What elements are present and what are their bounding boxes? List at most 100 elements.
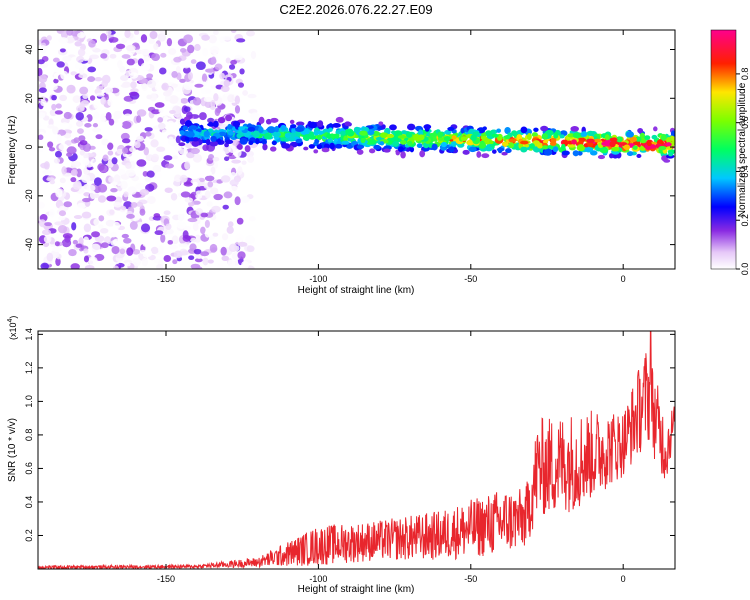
heatmap-cell — [190, 147, 200, 155]
heatmap-cell — [55, 188, 63, 198]
heatmap-cell — [484, 139, 491, 145]
heatmap-cell — [140, 48, 151, 56]
heatmap-cell — [87, 76, 96, 82]
heatmap-cell — [40, 99, 47, 107]
heatmap-cell — [541, 133, 548, 140]
heatmap-cell — [314, 138, 320, 144]
heatmap-cell — [183, 34, 194, 44]
heatmap-cell — [526, 133, 532, 141]
heatmap-cell — [88, 139, 96, 145]
heatmap-cell — [231, 159, 242, 164]
heatmap-cell — [284, 132, 292, 139]
heatmap-cell — [40, 262, 50, 269]
heatmap-cell — [113, 32, 120, 38]
heatmap-cell — [112, 221, 121, 230]
heatmap-cell — [668, 151, 674, 157]
heatmap-cell — [100, 113, 106, 123]
heatmap-cell — [639, 132, 646, 140]
heatmap-cell — [520, 140, 529, 145]
heatmap-cell — [584, 147, 594, 153]
heatmap-cell — [227, 123, 232, 130]
heatmap-cell — [150, 139, 159, 148]
heatmap-cell — [666, 142, 672, 147]
heatmap-cell — [75, 120, 84, 127]
heatmap-cell — [241, 160, 247, 165]
heatmap-cell — [110, 231, 117, 238]
heatmap-cell — [83, 192, 91, 197]
heatmap-cell — [232, 120, 241, 128]
heatmap-cell — [56, 134, 62, 143]
heatmap-cell — [77, 128, 84, 135]
heatmap-cell — [151, 109, 161, 115]
heatmap-cell — [146, 73, 154, 79]
heatmap-cell — [144, 131, 152, 137]
heatmap-cell — [572, 132, 581, 139]
heatmap-cell — [239, 68, 245, 75]
heatmap-cell — [70, 263, 80, 269]
heatmap-cell — [208, 121, 213, 127]
heatmap-cell — [51, 94, 57, 101]
heatmap-cell — [83, 248, 89, 254]
heatmap-cell — [77, 48, 86, 57]
heatmap-cell — [165, 228, 174, 235]
heatmap-cell — [244, 226, 253, 233]
heatmap-cell — [237, 166, 243, 176]
heatmap-cell — [144, 176, 152, 183]
heatmap-cell — [212, 30, 219, 36]
heatmap-cell — [192, 73, 202, 81]
heatmap-cell — [240, 196, 250, 203]
heatmap-cell — [542, 139, 548, 144]
heatmap-cell — [252, 130, 260, 138]
heatmap-cell — [92, 127, 102, 133]
heatmap-cell — [229, 179, 239, 187]
heatmap-cell — [210, 99, 216, 109]
heatmap-cell — [140, 62, 151, 72]
heatmap-cell — [451, 135, 457, 140]
heatmap-cell — [359, 130, 368, 136]
heatmap-cell — [313, 149, 319, 154]
heatmap-cell — [368, 139, 377, 145]
heatmap-cell — [203, 96, 214, 103]
heatmap-cell — [571, 139, 577, 145]
heatmap-cell — [136, 115, 142, 123]
heatmap-cell — [142, 239, 149, 247]
heatmap-cell — [207, 181, 214, 188]
heatmap-cell — [171, 70, 178, 78]
heatmap-cell — [171, 83, 178, 88]
heatmap-cell — [63, 111, 72, 120]
heatmap-cell — [163, 210, 171, 216]
heatmap-cell — [228, 185, 239, 192]
heatmap-cell — [626, 151, 634, 157]
heatmap-cell — [321, 147, 330, 153]
heatmap-cell — [183, 66, 191, 74]
heatmap-cell — [200, 212, 209, 218]
heatmap-cell — [295, 138, 302, 144]
heatmap-cell — [129, 221, 138, 230]
heatmap-cell — [192, 97, 202, 106]
heatmap-cell — [561, 143, 566, 151]
heatmap-cell — [43, 235, 52, 244]
heatmap-cell — [593, 138, 602, 143]
heatmap-cell — [418, 129, 424, 137]
heatmap-cell — [397, 135, 407, 139]
heatmap-cell — [608, 153, 614, 159]
heatmap-cell — [185, 120, 192, 127]
heatmap-cell — [191, 140, 200, 147]
heatmap-cell — [670, 130, 675, 138]
heatmap-cell — [124, 30, 131, 39]
heatmap-cell — [204, 190, 211, 199]
scale-open: (x10 — [8, 322, 18, 340]
heatmap-cell — [536, 142, 544, 149]
heatmap-cell — [72, 95, 81, 104]
heatmap-cell — [223, 191, 233, 199]
heatmap-cell — [245, 235, 255, 245]
x-tick-label: -100 — [309, 274, 327, 284]
heatmap-cell — [54, 110, 63, 115]
heatmap-cell — [227, 221, 234, 228]
heatmap-cell — [406, 123, 416, 131]
heatmap-cell — [644, 135, 651, 141]
heatmap-cell — [334, 143, 343, 149]
heatmap-cell — [179, 78, 186, 83]
heatmap-cell — [423, 124, 432, 130]
heatmap-cell — [72, 181, 82, 190]
